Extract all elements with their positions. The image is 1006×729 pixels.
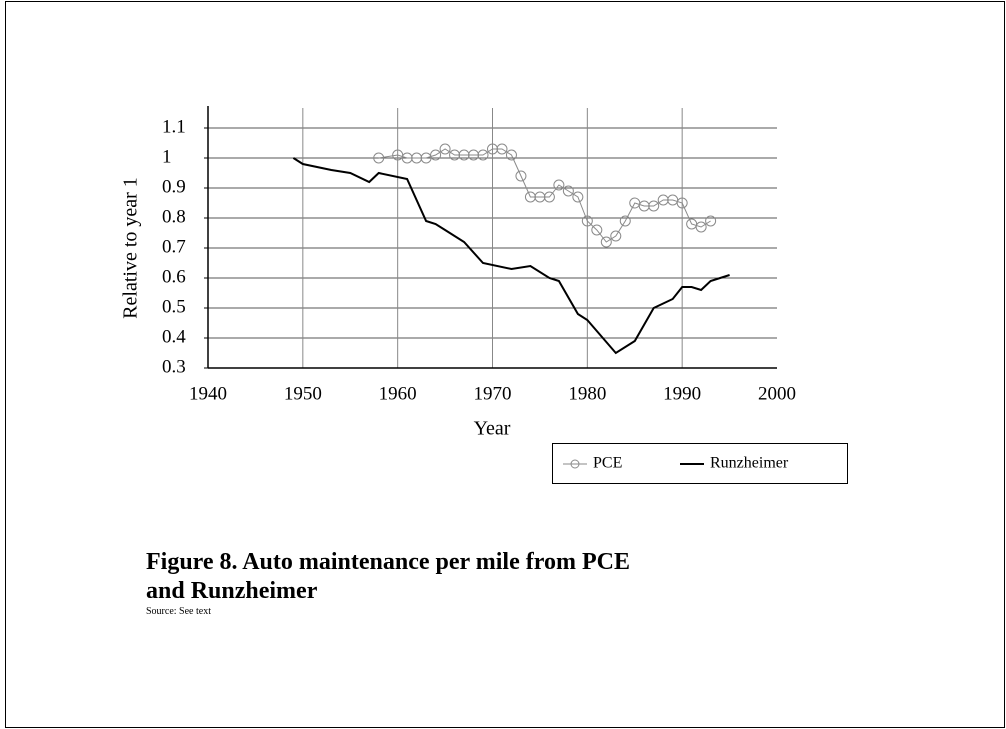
y-tick-label: 0.9 [162, 176, 186, 197]
point [458, 149, 470, 161]
point [553, 179, 565, 191]
point [439, 143, 451, 155]
point [648, 200, 660, 212]
point [705, 215, 717, 227]
x-tick-label: 1990 [663, 383, 701, 404]
point [505, 149, 517, 161]
caption: Figure 8. Auto maintenance per mile from… [146, 549, 630, 575]
y-tick-label: 0.5 [162, 296, 186, 317]
y-tick-label: 0.6 [162, 266, 186, 287]
x-tick-label: 1950 [284, 383, 322, 404]
caption-line2: and Runzheimer [146, 578, 318, 604]
y-tick-label: 1 [162, 146, 172, 167]
source: Source: See text [146, 606, 211, 617]
series-line [292, 157, 730, 355]
point [543, 191, 555, 203]
point [430, 149, 442, 161]
legend-marker [570, 459, 580, 469]
x-tick-label: 1960 [379, 383, 417, 404]
point [562, 185, 574, 197]
point [695, 221, 707, 233]
point [600, 236, 612, 248]
point [449, 149, 461, 161]
y-tick-label: 1.1 [162, 116, 186, 137]
x-tick-label: 2000 [758, 383, 796, 404]
point [496, 143, 508, 155]
point [581, 215, 593, 227]
point [591, 224, 603, 236]
point [676, 197, 688, 209]
x-axis-label: Year [474, 418, 511, 440]
page-border [5, 1, 1005, 728]
point [373, 152, 385, 164]
legend-label: PCE [593, 455, 622, 472]
point [619, 215, 631, 227]
x-tick-label: 1940 [189, 383, 227, 404]
legend-label: Runzheimer [710, 455, 789, 472]
series-line [378, 148, 711, 243]
y-tick-label: 0.8 [162, 206, 186, 227]
point [487, 143, 498, 155]
point [534, 191, 546, 203]
y-axis-label: Relative to year 1 [120, 177, 142, 319]
point [572, 191, 584, 203]
point [657, 194, 669, 206]
y-tick-label: 0.7 [162, 236, 186, 257]
y-tick-label: 0.3 [162, 356, 186, 377]
x-tick-label: 1970 [474, 383, 512, 404]
x-tick-label: 1980 [568, 383, 606, 404]
y-tick-label: 0.4 [162, 326, 186, 347]
point [477, 149, 489, 161]
point [515, 170, 527, 182]
point [401, 152, 413, 164]
point [610, 230, 622, 242]
point [638, 200, 650, 212]
point [468, 149, 480, 161]
point [524, 191, 536, 203]
point [411, 152, 423, 164]
